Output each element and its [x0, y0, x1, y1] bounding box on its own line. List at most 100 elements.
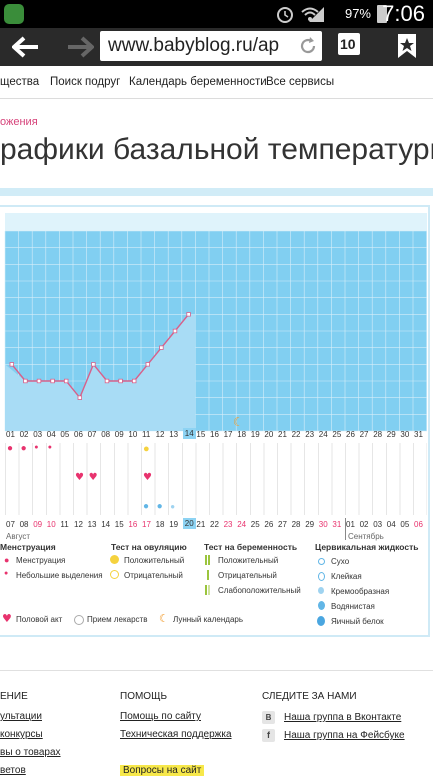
footer-link[interactable]: Помощь по сайту: [120, 711, 201, 722]
cycle-day-label: 04: [46, 430, 56, 439]
nav-item-find-friends[interactable]: Поиск подруг: [50, 76, 121, 88]
cycle-day-label: 19: [250, 430, 260, 439]
cycle-day-label: 14: [182, 428, 196, 439]
legend-cervical-eggwhite: Яичный белок: [331, 617, 384, 626]
back-arrow-icon[interactable]: [12, 36, 40, 58]
date-label: 25: [250, 520, 260, 529]
footer-col2-title: ПОМОЩЬ: [120, 691, 168, 702]
clock: 7:06: [382, 1, 425, 26]
date-label: 29: [305, 520, 315, 529]
data-point: [77, 395, 82, 400]
footer-link-vk[interactable]: Наша группа в Вконтакте: [284, 712, 402, 723]
cervical-fluid-icon: ●: [156, 501, 163, 512]
legend-ovulation-positive: Положительный: [124, 556, 185, 565]
date-label: 14: [101, 520, 111, 529]
reload-icon[interactable]: [298, 36, 318, 56]
cervical-sticky-icon: [318, 572, 325, 581]
date-label: 26: [264, 520, 274, 529]
cycle-day-label: 26: [346, 430, 355, 439]
legend: Менструация ● Менструация ● Небольшие вы…: [0, 540, 430, 630]
date-label: 30: [318, 520, 328, 529]
cycle-day-label: 02: [19, 430, 29, 439]
date-label: 20: [182, 518, 196, 529]
footer-link[interactable]: ультации: [0, 711, 42, 722]
date-label: 06: [414, 520, 423, 529]
battery-icon: [377, 5, 387, 23]
cycle-day-label: 21: [278, 430, 287, 439]
cycle-day-label: 06: [74, 430, 83, 439]
footer-col3-title: СЛЕДИТЕ ЗА НАМИ: [262, 691, 357, 702]
date-label: 13: [87, 520, 97, 529]
temperature-line: [11, 313, 190, 400]
date-label: 07: [6, 520, 15, 529]
legend-cervical-sticky: Клейкая: [331, 572, 362, 581]
breadcrumb[interactable]: ожения: [0, 116, 38, 128]
cycle-day-label: 29: [386, 430, 396, 439]
url-text: www.babyblog.ru/ap: [108, 35, 280, 56]
data-point: [145, 362, 150, 367]
legend-extra: ♥ Половой акт Прием лекарств ☾ Лунный ка…: [0, 612, 430, 628]
date-label: 22: [210, 520, 219, 529]
data-point: [9, 362, 14, 367]
nav-item-all-services[interactable]: Все сервисы: [266, 76, 335, 88]
bookmark-icon[interactable]: [396, 32, 418, 60]
forward-arrow-icon[interactable]: [66, 36, 94, 58]
page-title: рафики базальной температуры: [0, 133, 433, 166]
cycle-day-label: 16: [210, 430, 219, 439]
vk-icon: B: [262, 711, 275, 724]
cycle-day-label: 24: [318, 430, 328, 439]
data-point: [23, 378, 28, 384]
intercourse-heart-icon: ♥: [143, 472, 152, 483]
drop-icon: ●: [4, 555, 10, 565]
legend-pregnancy-weak: Слабоположительный: [218, 586, 301, 595]
date-label: 01: [346, 520, 355, 529]
moon-legend-icon: ☾: [159, 612, 169, 625]
tabs-button[interactable]: 10: [338, 33, 360, 55]
footer-link[interactable]: вы о товарах: [0, 747, 61, 758]
footer-link[interactable]: Техническая поддержка: [120, 729, 232, 740]
date-label: 05: [400, 520, 410, 529]
cycle-day-row: 01 02 03 04 05 06 07 08 09 10 11 12 13 14 15 16 17 18 19 20…: [0, 428, 430, 442]
footer-link[interactable]: конкурсы: [0, 729, 43, 740]
cycle-day-label: 15: [196, 430, 206, 439]
cycle-day-label: 08: [101, 430, 111, 439]
cycle-day-label: 12: [155, 430, 165, 439]
nav-item-communities[interactable]: щества: [0, 76, 40, 88]
footer-ask-button[interactable]: Вопросы на сайт: [120, 765, 205, 776]
date-label: 04: [386, 520, 396, 529]
legend-pregnancy-title: Тест на беременность: [204, 542, 298, 552]
data-point: [104, 378, 110, 384]
moon-icon: ☾: [233, 415, 244, 429]
tabs-count: 10: [340, 36, 356, 52]
alarm-icon: [277, 7, 293, 23]
legend-menstruation: Менструация: [16, 556, 66, 565]
facebook-icon: f: [262, 729, 275, 742]
bbt-chart: ☾: [4, 213, 427, 432]
date-label: 18: [155, 520, 165, 529]
title-divider: [0, 188, 433, 196]
footer-link-facebook[interactable]: Наша группа на Фейсбуке: [284, 730, 405, 741]
cycle-day-label: 10: [128, 430, 138, 439]
pill-icon: [74, 615, 84, 625]
cycle-day-label: 09: [114, 430, 124, 439]
cycle-day-label: 07: [87, 430, 97, 439]
ovulation-positive-icon: [110, 555, 119, 564]
legend-medication: Прием лекарств: [87, 615, 148, 624]
data-point: [118, 378, 123, 384]
data-point: [159, 345, 164, 350]
cycle-day-label: 20: [264, 430, 274, 439]
date-row: 07 08 09 10 11 12 13 14 15 16 17 18 19 20 21 22 23 24 25 26…: [0, 518, 430, 532]
legend-ovulation-title: Тест на овуляцию: [111, 542, 187, 552]
intercourse-heart-icon: ♥: [75, 472, 84, 483]
month-left: Август: [6, 532, 31, 541]
data-point: [91, 362, 96, 367]
menstruation-drop-icon: ●: [7, 443, 14, 454]
cycle-day-label: 28: [373, 430, 383, 439]
footer-link[interactable]: ветов: [0, 765, 26, 776]
url-field[interactable]: www.babyblog.ru/ap: [100, 31, 322, 61]
bbt-chart-panel: [0, 205, 430, 637]
drop-small-icon: ●: [4, 570, 9, 577]
legend-pregnancy-negative: Отрицательный: [218, 571, 277, 580]
nav-item-pregnancy-calendar[interactable]: Календарь беременности: [129, 76, 267, 88]
browser-toolbar: www.babyblog.ru/ap 10: [0, 28, 433, 66]
